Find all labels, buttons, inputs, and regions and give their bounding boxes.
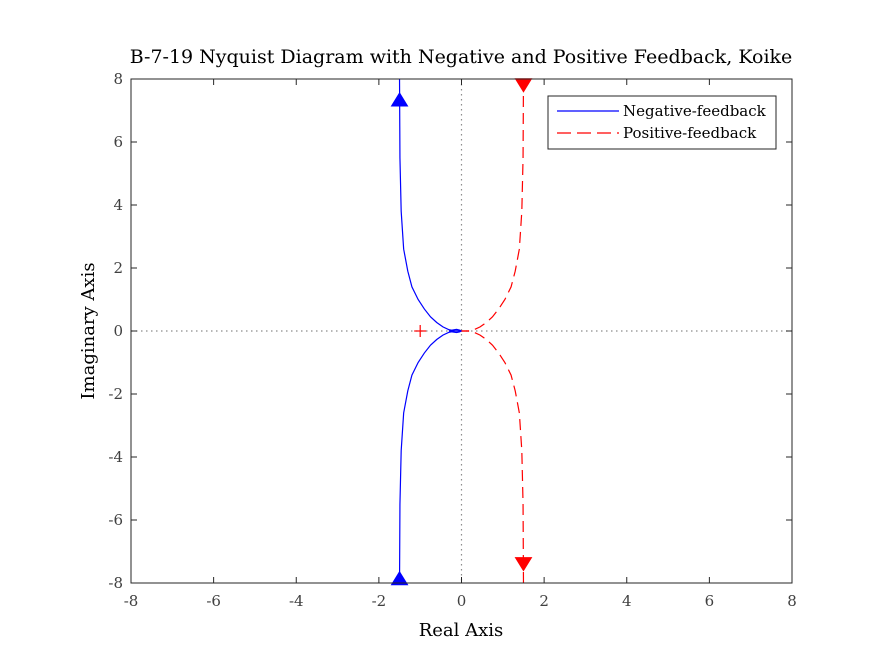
chart-title: B-7-19 Nyquist Diagram with Negative and…	[130, 46, 793, 68]
series-layer	[398, 78, 525, 584]
x-axis-label: Real Axis	[419, 620, 504, 641]
y-tick-label: 8	[113, 70, 123, 88]
y-tick-label: 0	[113, 322, 123, 340]
x-tick-label: -2	[372, 592, 387, 610]
direction-arrow-negative	[390, 570, 409, 586]
plot-frame	[130, 78, 793, 584]
series-negative-branch	[398, 330, 462, 584]
y-axis-label: Imaginary Axis	[78, 262, 99, 399]
x-tick-label: 6	[705, 592, 715, 610]
x-tick-label: 4	[622, 592, 632, 610]
x-tick-label: -8	[124, 592, 139, 610]
y-tick-label: 4	[113, 196, 123, 214]
x-tick-label: 2	[539, 592, 549, 610]
markers-layer	[390, 78, 533, 586]
series-positive-branch	[461, 78, 525, 332]
legend: Negative-feedback Positive-feedback	[547, 95, 777, 150]
direction-arrow-positive	[514, 557, 533, 572]
x-tick-label: -6	[206, 592, 221, 610]
y-tick-label: 6	[113, 133, 123, 151]
legend-label-positive: Positive-feedback	[623, 124, 757, 142]
y-tick-label: -6	[108, 511, 123, 529]
axis-ticks: -8 -6 -4 -2 0 2 4 6 8 -8 -6 -4 -2 0 2 4 6 8	[108, 70, 796, 610]
y-tick-label: -8	[108, 574, 123, 592]
legend-box	[547, 95, 777, 150]
x-tick-label: -4	[289, 592, 304, 610]
y-tick-label: 2	[113, 259, 123, 277]
x-tick-label: 8	[787, 592, 797, 610]
series-negative-branch	[398, 78, 462, 332]
legend-label-negative: Negative-feedback	[623, 102, 767, 120]
series-positive-branch	[461, 330, 525, 584]
y-tick-label: -2	[108, 385, 123, 403]
direction-arrow-negative	[390, 92, 409, 107]
y-tick-label: -4	[108, 448, 123, 466]
x-tick-label: 0	[457, 592, 467, 610]
